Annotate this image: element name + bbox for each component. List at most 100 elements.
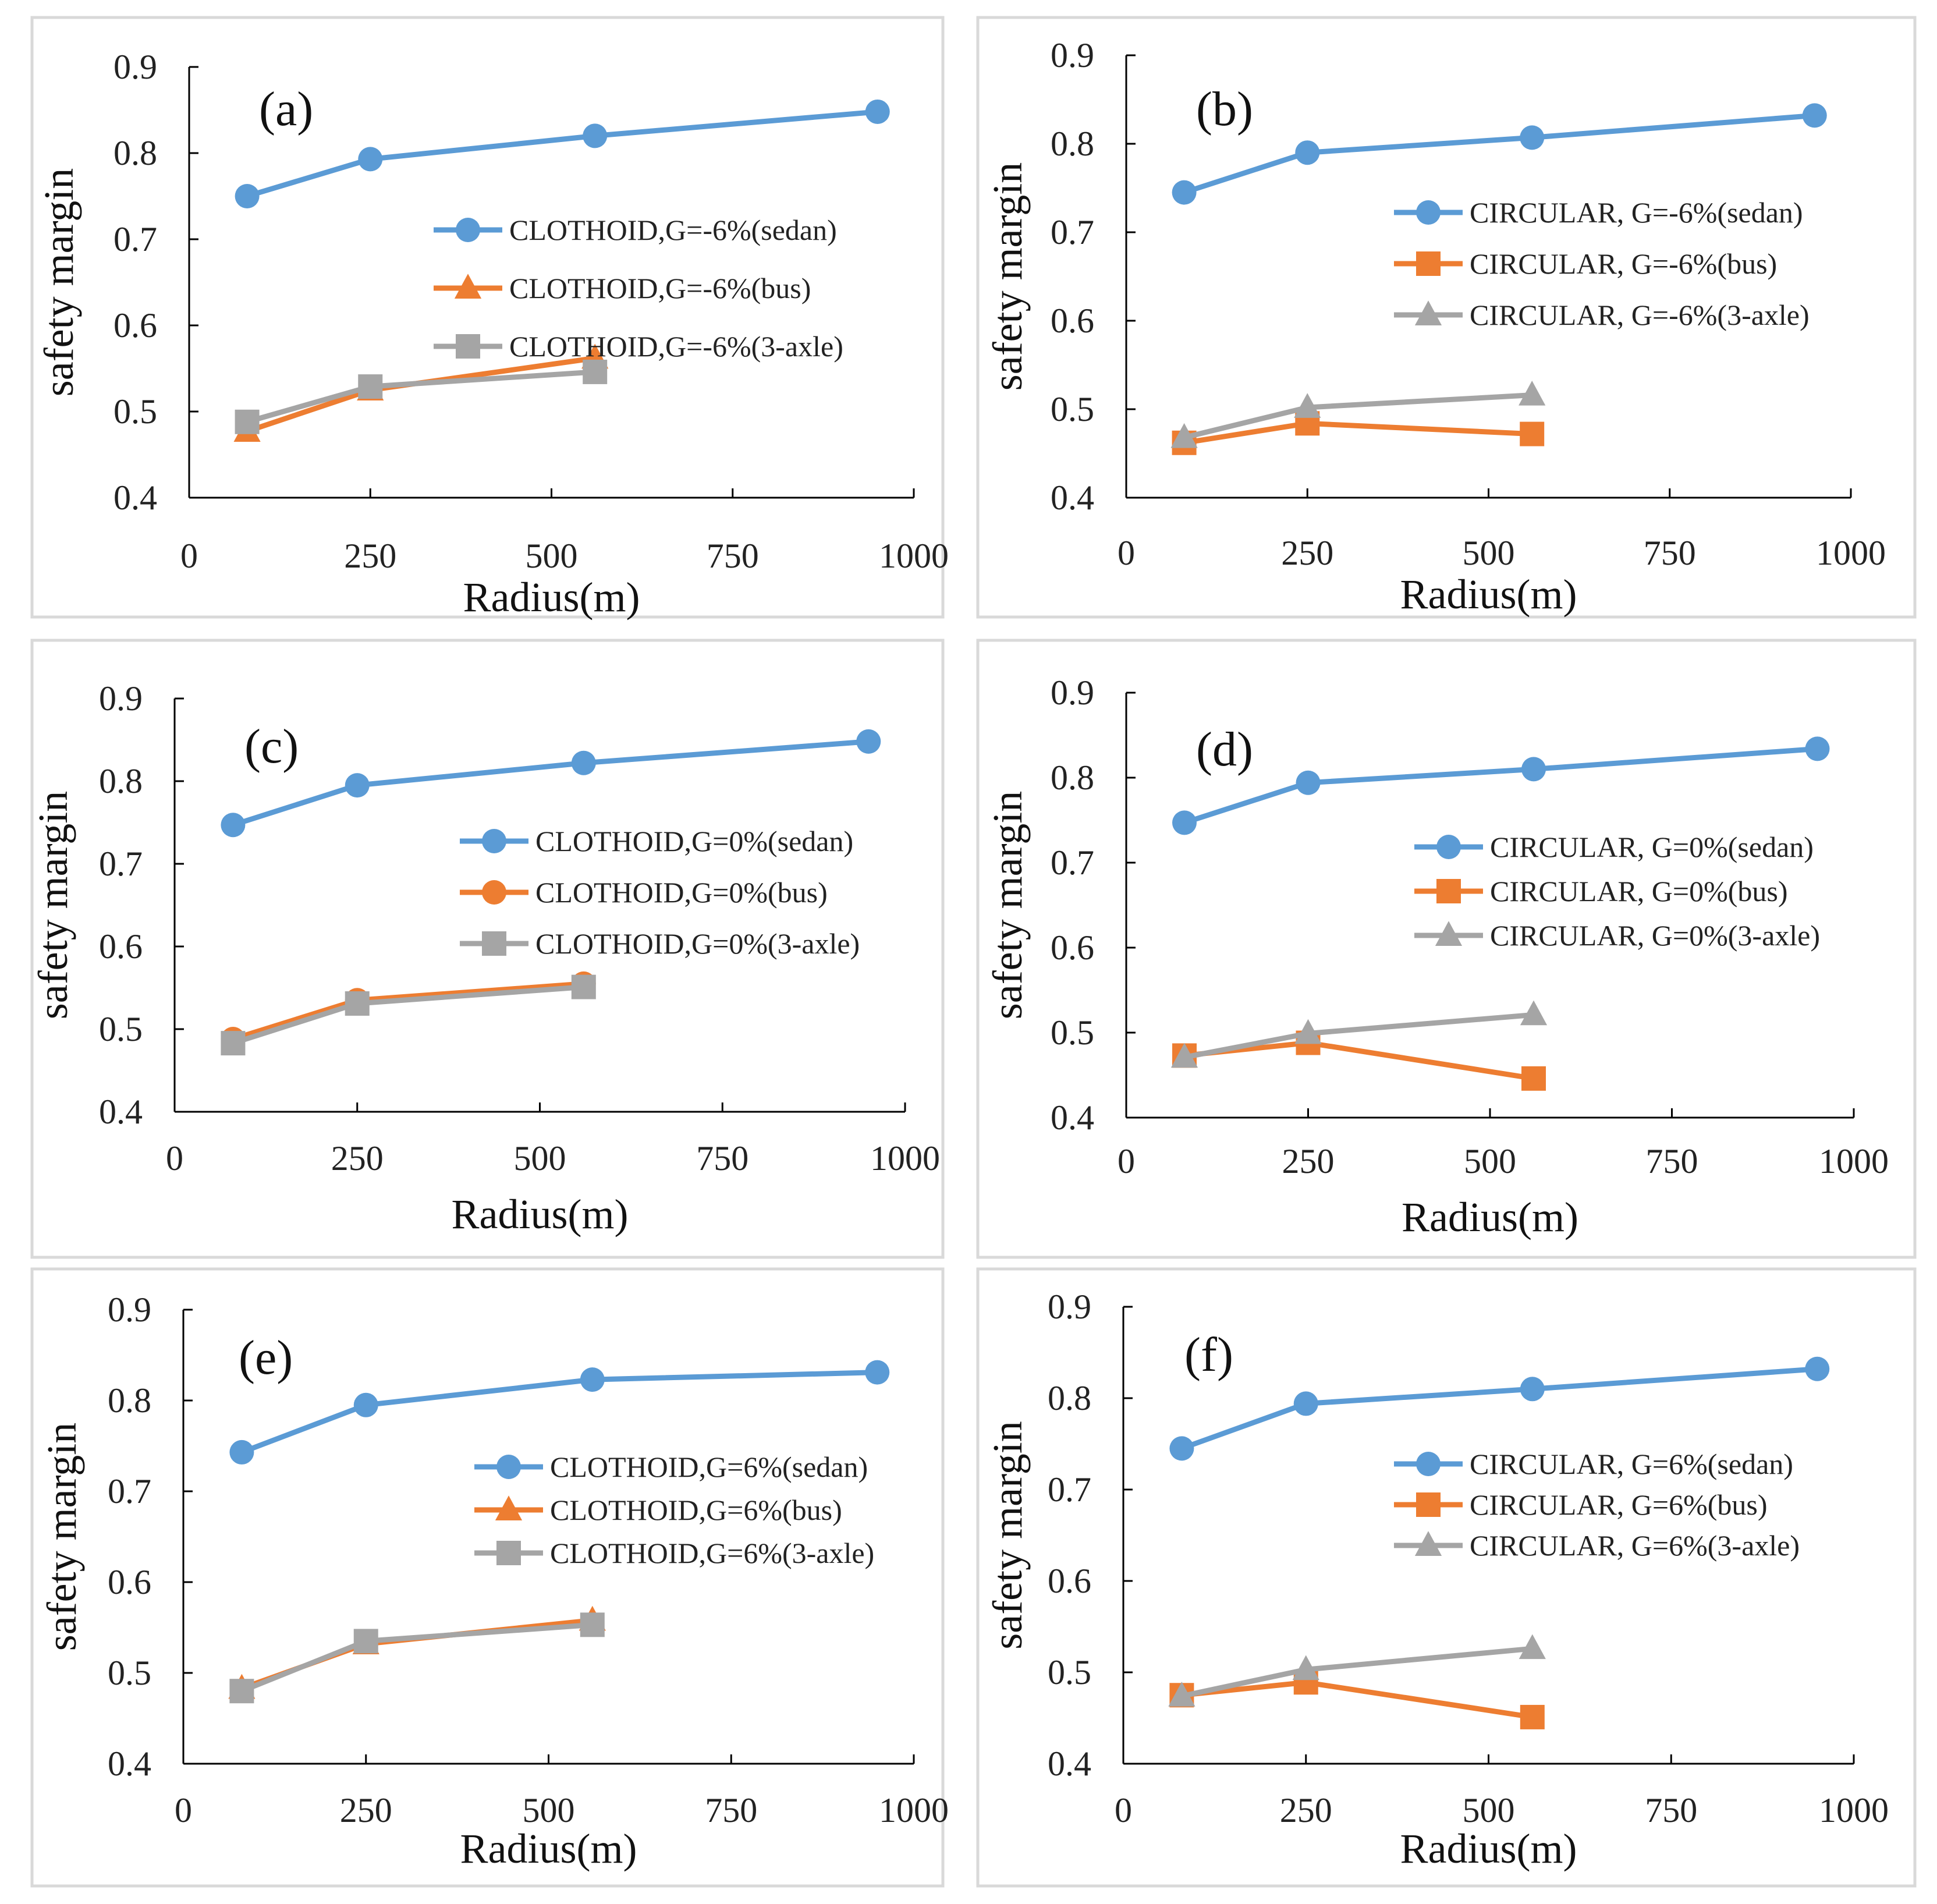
y-tick-label: 0.9 [108, 1290, 151, 1329]
data-point-sedan [345, 773, 370, 798]
data-point-axle3 [571, 974, 596, 999]
x-tick-label: 250 [340, 1791, 392, 1829]
panel-frame [30, 16, 945, 619]
x-tick-label: 1000 [1819, 1142, 1889, 1180]
y-tick-label: 0.5 [1051, 1013, 1094, 1052]
data-point-sedan [1296, 770, 1321, 795]
y-tick-label: 0.8 [113, 134, 157, 172]
x-tick-label: 750 [696, 1139, 748, 1178]
y-tick-label: 0.6 [99, 927, 143, 966]
x-tick-label: 250 [1282, 1142, 1335, 1180]
data-point-axle3 [1519, 1634, 1546, 1660]
x-tick-label: 500 [514, 1139, 566, 1178]
x-tick-label: 0 [180, 537, 198, 575]
y-tick-label: 0.9 [113, 48, 157, 86]
legend-marker-axle3 [1414, 300, 1442, 325]
legend-marker-bus [454, 274, 482, 299]
data-point-sedan [856, 729, 881, 754]
x-tick-label: 1000 [879, 537, 949, 575]
data-point-axle3 [1170, 1043, 1198, 1068]
data-point-sedan [358, 147, 383, 172]
x-tick-label: 0 [175, 1791, 192, 1829]
x-tick-label: 500 [523, 1791, 575, 1829]
data-point-axle3 [583, 359, 608, 384]
legend-marker-sedan [1416, 200, 1441, 225]
y-tick-label: 0.7 [113, 220, 157, 258]
y-tick-label: 0.8 [108, 1381, 151, 1420]
y-tick-label: 0.4 [108, 1745, 151, 1783]
y-tick-label: 0.4 [1051, 478, 1094, 517]
x-tick-label: 1000 [1816, 534, 1886, 572]
x-axis-title: Radius(m) [463, 574, 640, 621]
y-tick-label: 0.5 [99, 1010, 143, 1048]
legend-label-sedan: CLOTHOID,G=-6%(sedan) [509, 214, 837, 246]
x-axis-title: Radius(m) [452, 1191, 629, 1238]
legend-label-sedan: CLOTHOID,G=0%(sedan) [535, 825, 853, 857]
data-point-axle3 [1168, 1682, 1195, 1707]
y-tick-label: 0.5 [113, 392, 157, 431]
data-point-axle3 [580, 1612, 605, 1637]
legend-label-bus: CLOTHOID,G=0%(bus) [535, 876, 828, 909]
legend-marker-bus [1416, 1492, 1441, 1517]
x-tick-label: 1000 [1819, 1791, 1889, 1829]
legend-label-bus: CIRCULAR, G=6%(bus) [1470, 1488, 1768, 1521]
x-tick-label: 250 [1281, 534, 1333, 572]
y-tick-label: 0.6 [1051, 302, 1094, 340]
y-tick-label: 0.8 [1051, 125, 1094, 163]
chart-panel-e: 0.4 0.5 0.6 0.7 0.8 0.9 0 250 500 750 1000 Radius(m… [30, 1267, 949, 1888]
data-point-sedan [865, 1360, 890, 1385]
data-point-sedan [580, 1367, 605, 1392]
series-line-sedan [1183, 112, 1815, 195]
series-line-sedan [246, 109, 878, 199]
legend-marker-axle3 [1435, 921, 1463, 946]
y-axis-title: safety margin [30, 791, 76, 1020]
y-tick-label: 0.4 [1048, 1745, 1091, 1783]
x-tick-label: 0 [1115, 1791, 1132, 1829]
data-point-sedan [865, 99, 890, 124]
data-point-bus [1520, 421, 1545, 446]
data-point-bus [1520, 1704, 1545, 1729]
y-tick-label: 0.7 [1051, 843, 1094, 882]
data-point-axle3 [345, 991, 370, 1016]
data-point-sedan [229, 1439, 254, 1465]
y-axis-title: safety margin [36, 168, 82, 397]
x-tick-label: 250 [331, 1139, 384, 1178]
legend-marker-sedan [496, 1455, 521, 1479]
x-axis-title: Radius(m) [1402, 1194, 1578, 1240]
series-line-sedan [1180, 1366, 1818, 1451]
data-point-sedan [1520, 125, 1545, 150]
x-tick-label: 0 [1118, 534, 1135, 572]
panel-label: (e) [239, 1331, 293, 1385]
panel-label: (f) [1184, 1328, 1233, 1382]
data-point-sedan [1293, 1391, 1318, 1416]
data-point-axle3 [235, 409, 260, 434]
legend-marker-bus [1416, 251, 1441, 276]
panel-frame [976, 639, 1917, 1259]
legend-label-axle3: CIRCULAR, G=6%(3-axle) [1470, 1529, 1800, 1562]
legend-marker-axle3 [1414, 1531, 1442, 1556]
series-line-sedan [240, 1370, 878, 1455]
legend-label-bus: CLOTHOID,G=-6%(bus) [509, 272, 811, 304]
legend-marker-bus [1436, 879, 1461, 903]
y-tick-label: 0.4 [1051, 1098, 1094, 1137]
data-point-axle3 [229, 1679, 254, 1704]
y-tick-label: 0.5 [1051, 390, 1094, 428]
y-axis-title: safety margin [984, 162, 1031, 391]
chart-panel-a: 0.4 0.5 0.6 0.7 0.8 0.9 0 250 500 750 1000 Radius(m… [30, 16, 949, 621]
legend-marker-bus [495, 1495, 523, 1520]
x-axis-title: Radius(m) [1400, 1825, 1577, 1872]
series-line-sedan [1183, 746, 1818, 825]
legend-marker-bus [482, 880, 506, 905]
x-tick-label: 750 [1644, 534, 1696, 572]
legend-marker-sedan [456, 218, 480, 242]
legend-label-sedan: CIRCULAR, G=-6%(sedan) [1470, 196, 1803, 229]
data-point-sedan [1295, 140, 1320, 165]
y-tick-label: 0.5 [108, 1654, 151, 1692]
y-tick-label: 0.7 [1048, 1470, 1091, 1509]
x-tick-label: 500 [1463, 534, 1515, 572]
data-point-axle3 [221, 1031, 246, 1056]
panel-label: (c) [244, 719, 299, 774]
data-point-sedan [353, 1392, 378, 1417]
data-point-sedan [1172, 810, 1197, 835]
